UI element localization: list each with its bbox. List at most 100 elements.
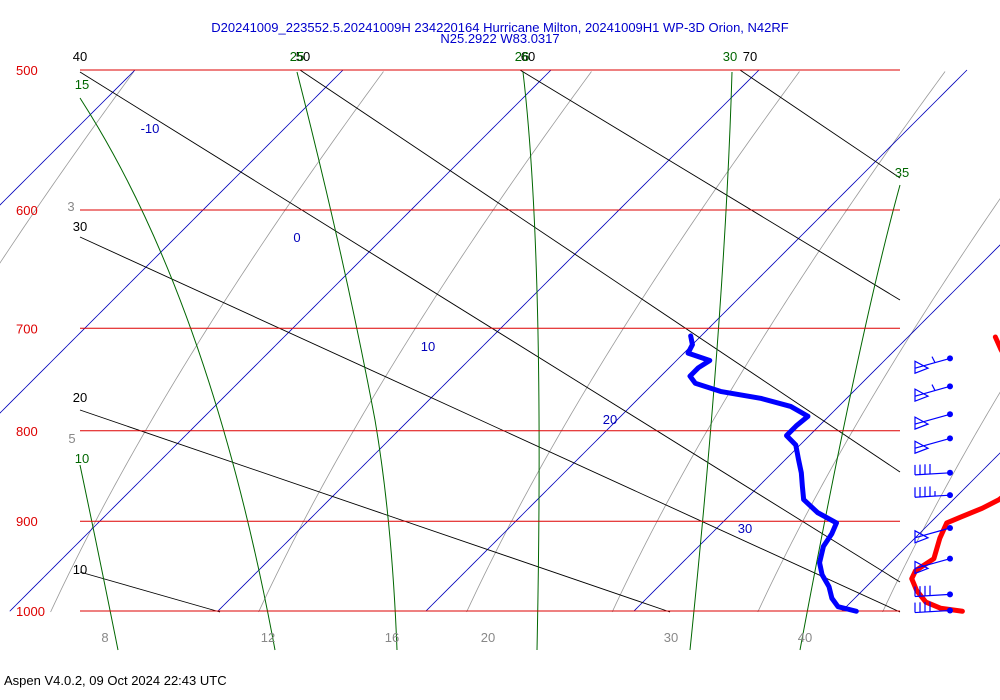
pressure-label: 800 <box>16 424 38 439</box>
wind-barb <box>914 435 953 455</box>
moist-adiabat-line <box>79 97 276 651</box>
chart-title: D20241009_223552.5.20241009H 234220164 H… <box>211 20 789 35</box>
mixing-ratio-label: 12 <box>261 630 275 645</box>
dry-adiabat-label: 40 <box>73 49 87 64</box>
dry-adiabat-label: 50 <box>296 49 310 64</box>
mixing-ratio-label: 5 <box>68 431 75 446</box>
mixing-ratio-label: 20 <box>481 630 495 645</box>
moist-adiabat-lines <box>79 71 901 651</box>
dry-adiabat-line <box>739 69 901 179</box>
wind-barb-shaft <box>914 609 951 614</box>
mixing-ratio-label: 8 <box>101 630 108 645</box>
wind-barb <box>914 555 953 575</box>
wind-barb-flag <box>914 360 930 375</box>
wind-barb-half <box>931 356 936 363</box>
software-version-footer: Aspen V4.0.2, 09 Oct 2024 22:43 UTC <box>4 673 227 688</box>
wind-barb <box>914 464 953 476</box>
temperature-profile <box>909 334 1000 614</box>
wind-barbs <box>914 355 953 614</box>
wind-barb-shaft <box>914 472 951 476</box>
wind-barb-flag <box>914 440 930 455</box>
isotherm-label: 30 <box>738 521 752 536</box>
wind-barb <box>914 355 953 375</box>
dry-adiabat-line <box>299 69 901 473</box>
wind-barb <box>914 486 953 499</box>
wind-barb <box>914 601 953 614</box>
mixing-ratio-line <box>882 391 1000 613</box>
dry-adiabat-label: 30 <box>73 219 87 234</box>
wind-barb-shaft <box>914 558 951 570</box>
mixing-ratio-line <box>611 71 946 613</box>
chart-subtitle-location: N25.2922 W83.0317 <box>440 31 560 46</box>
moist-adiabat-label: 25 <box>290 49 304 64</box>
wind-barb-shaft <box>914 385 951 397</box>
isotherm-line <box>425 69 968 612</box>
mixing-ratio-label: 30 <box>664 630 678 645</box>
moist-adiabat-line <box>799 184 901 651</box>
dry-adiabat-line <box>79 71 901 583</box>
moist-adiabat-line <box>296 71 398 651</box>
isotherm-line <box>841 452 1000 612</box>
mixing-ratio-line <box>757 198 1000 613</box>
isotherm-label: 10 <box>421 339 435 354</box>
wind-barb-shaft <box>914 357 951 369</box>
mixing-ratio-label: 40 <box>798 630 812 645</box>
wind-barb <box>914 585 953 598</box>
dry-adiabat-label: 60 <box>521 49 535 64</box>
isotherm-line <box>9 69 552 612</box>
dry-adiabat-line <box>79 409 671 613</box>
mixing-ratio-lines <box>0 71 1000 613</box>
dry-adiabat-label: 20 <box>73 390 87 405</box>
pressure-label: 600 <box>16 203 38 218</box>
dry-adiabat-line <box>79 236 901 613</box>
wind-barb-flag <box>914 416 930 430</box>
moist-adiabat-label: 26 <box>515 49 529 64</box>
pressure-label: 900 <box>16 514 38 529</box>
dry-adiabat-lines <box>79 69 901 613</box>
isotherm-label: 20 <box>603 412 617 427</box>
isotherm-line <box>0 69 136 206</box>
wind-barb-shaft <box>914 413 951 425</box>
moist-adiabat-line <box>79 464 119 651</box>
isotherm-lines <box>0 69 1000 612</box>
isotherm-label: -10 <box>141 121 160 136</box>
mixing-ratio-line <box>0 71 135 264</box>
isotherm-line <box>217 69 760 612</box>
wind-barb <box>914 524 953 544</box>
wind-barb-shaft <box>914 593 951 598</box>
dry-adiabat-label: 10 <box>73 562 87 577</box>
isotherm-line <box>633 244 1000 612</box>
moist-adiabat-label: 35 <box>895 165 909 180</box>
axis-labels: 500 600 700 800 900 1000 -10 0 10 20 30 8 12 16 20 30 40… <box>16 49 909 645</box>
moist-adiabat-line <box>522 71 540 651</box>
moist-adiabat-line <box>689 71 733 651</box>
dry-adiabat-line <box>519 69 901 301</box>
mixing-ratio-line <box>466 71 800 613</box>
mixing-ratio-line <box>258 71 592 613</box>
wind-barb <box>914 411 953 430</box>
moist-adiabat-label: 10 <box>75 451 89 466</box>
wind-barb-shaft <box>914 437 951 449</box>
dry-adiabat-label: 70 <box>743 49 757 64</box>
pressure-label: 700 <box>16 321 38 336</box>
moist-adiabat-label: 15 <box>75 77 89 92</box>
dry-adiabat-line <box>79 571 221 613</box>
pressure-label: 500 <box>16 63 38 78</box>
wind-barb-flag <box>914 388 930 403</box>
mixing-ratio-label: 3 <box>67 199 74 214</box>
isotherm-line <box>0 69 344 414</box>
wind-barb-flag <box>914 560 930 575</box>
isobar-lines <box>80 69 900 612</box>
mixing-ratio-line <box>50 71 384 613</box>
sounding-profiles <box>685 333 1000 614</box>
wind-barb-half <box>931 384 936 391</box>
wind-barb-flag <box>914 529 930 544</box>
wind-barb <box>914 383 953 403</box>
isotherm-label: 0 <box>293 230 300 245</box>
pressure-label: 1000 <box>16 604 45 619</box>
moist-adiabat-label: 30 <box>723 49 737 64</box>
mixing-ratio-label: 16 <box>385 630 399 645</box>
dewpoint-profile <box>685 333 859 614</box>
wind-barb-shaft <box>914 527 951 539</box>
